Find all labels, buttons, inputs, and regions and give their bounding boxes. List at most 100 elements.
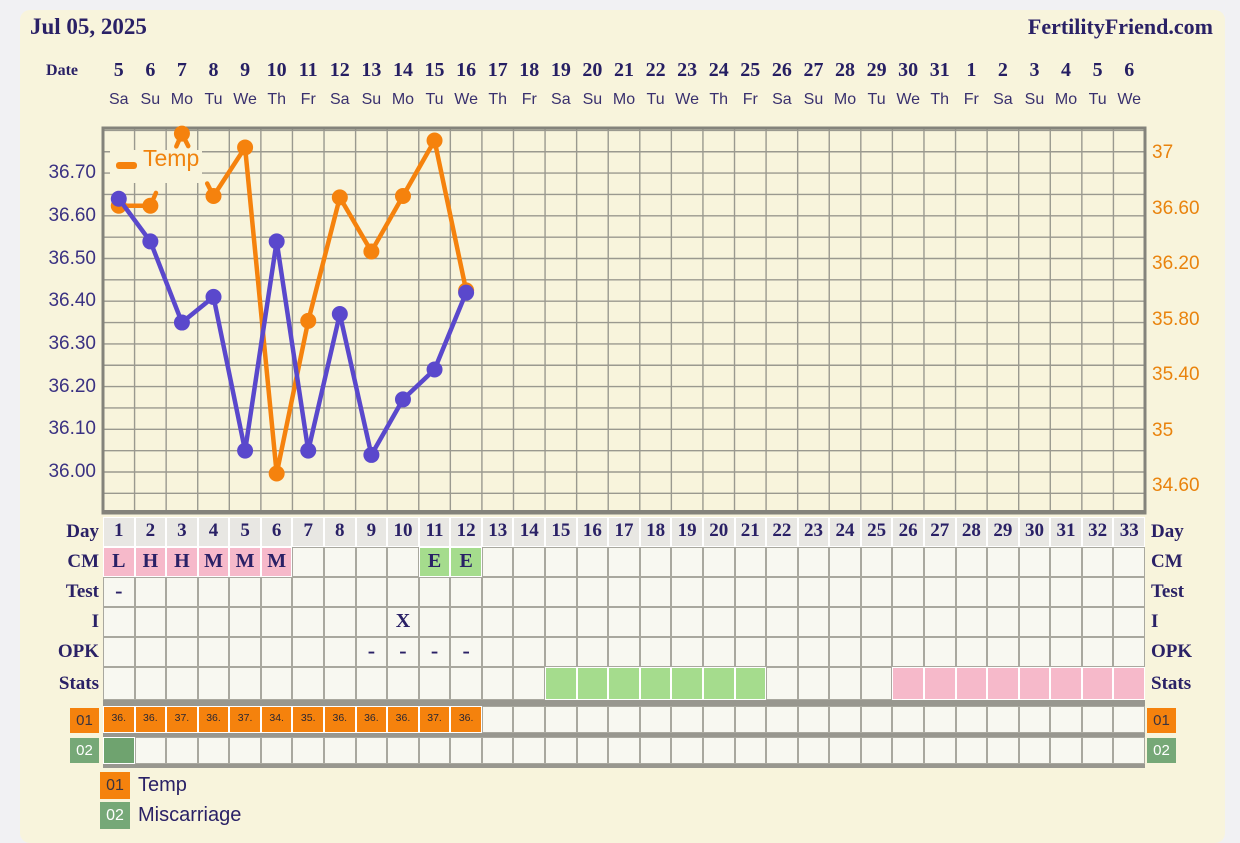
day-cell[interactable]: 13 bbox=[481, 517, 514, 547]
opk-cell[interactable] bbox=[292, 637, 325, 667]
r01-cell[interactable]: 37. bbox=[166, 706, 198, 733]
cm-cell[interactable] bbox=[513, 547, 546, 577]
cm-cell[interactable]: H bbox=[166, 547, 198, 577]
opk-cell[interactable]: - bbox=[387, 637, 419, 667]
day-cell[interactable]: 20 bbox=[702, 517, 735, 547]
stats-cell[interactable] bbox=[797, 667, 830, 700]
r02-cell[interactable] bbox=[797, 737, 830, 764]
i-cell[interactable] bbox=[134, 607, 167, 637]
opk-cell[interactable]: - bbox=[450, 637, 482, 667]
day-cell[interactable]: 4 bbox=[197, 517, 230, 547]
temp-data-point[interactable] bbox=[363, 243, 380, 260]
r02-cell[interactable] bbox=[955, 737, 988, 764]
test-cell[interactable] bbox=[387, 577, 419, 607]
temp-data-point[interactable] bbox=[426, 132, 443, 149]
cm-cell[interactable] bbox=[481, 547, 514, 577]
stats-cell[interactable] bbox=[292, 667, 325, 700]
brand-link[interactable]: FertilityFriend.com bbox=[1027, 14, 1213, 39]
r01-cell[interactable] bbox=[766, 706, 798, 733]
r01-cell[interactable] bbox=[923, 706, 956, 733]
cm-cell[interactable] bbox=[955, 547, 988, 577]
stats-cell[interactable] bbox=[923, 667, 956, 700]
i-cell[interactable] bbox=[197, 607, 230, 637]
test-cell[interactable] bbox=[292, 577, 325, 607]
opk-cell[interactable] bbox=[1050, 637, 1082, 667]
i-cell[interactable] bbox=[292, 607, 325, 637]
r01-cell[interactable] bbox=[734, 706, 767, 733]
r02-cell[interactable] bbox=[576, 737, 609, 764]
cm-cell[interactable]: E bbox=[418, 547, 451, 577]
r01-cell[interactable]: 34. bbox=[260, 706, 293, 733]
cm-cell[interactable] bbox=[608, 547, 640, 577]
overlay-data-point[interactable] bbox=[300, 442, 317, 459]
test-cell[interactable] bbox=[923, 577, 956, 607]
test-cell[interactable] bbox=[671, 577, 703, 607]
r01-cell[interactable] bbox=[639, 706, 672, 733]
r01-cell[interactable]: 36. bbox=[324, 706, 356, 733]
day-cell[interactable]: 33 bbox=[1113, 517, 1145, 547]
opk-cell[interactable] bbox=[134, 637, 167, 667]
i-cell[interactable] bbox=[1081, 607, 1114, 637]
r01-cell[interactable] bbox=[608, 706, 640, 733]
test-cell[interactable] bbox=[1050, 577, 1082, 607]
r02-cell[interactable] bbox=[513, 737, 546, 764]
day-cell[interactable]: 6 bbox=[260, 517, 293, 547]
day-cell[interactable]: 24 bbox=[829, 517, 861, 547]
r02-cell[interactable] bbox=[671, 737, 703, 764]
stats-cell[interactable] bbox=[481, 667, 514, 700]
cm-cell[interactable] bbox=[324, 547, 356, 577]
stats-cell[interactable] bbox=[1050, 667, 1082, 700]
cm-cell[interactable] bbox=[797, 547, 830, 577]
r02-cell[interactable] bbox=[639, 737, 672, 764]
r01-cell[interactable]: 37. bbox=[229, 706, 261, 733]
r01-cell[interactable] bbox=[576, 706, 609, 733]
opk-cell[interactable] bbox=[829, 637, 861, 667]
i-cell[interactable] bbox=[955, 607, 988, 637]
opk-cell[interactable] bbox=[892, 637, 924, 667]
r02-cell[interactable] bbox=[166, 737, 198, 764]
r01-cell[interactable] bbox=[987, 706, 1019, 733]
cm-cell[interactable] bbox=[1113, 547, 1145, 577]
r02-cell[interactable] bbox=[229, 737, 261, 764]
i-cell[interactable] bbox=[860, 607, 893, 637]
r01-cell[interactable]: 35. bbox=[292, 706, 325, 733]
opk-cell[interactable] bbox=[545, 637, 577, 667]
test-cell[interactable] bbox=[860, 577, 893, 607]
stats-cell[interactable] bbox=[829, 667, 861, 700]
cm-cell[interactable] bbox=[355, 547, 388, 577]
stats-cell[interactable] bbox=[702, 667, 735, 700]
opk-cell[interactable] bbox=[702, 637, 735, 667]
r02-cell[interactable] bbox=[387, 737, 419, 764]
i-cell[interactable] bbox=[797, 607, 830, 637]
stats-cell[interactable] bbox=[671, 667, 703, 700]
stats-cell[interactable] bbox=[387, 667, 419, 700]
r01-cell[interactable]: 36. bbox=[197, 706, 230, 733]
test-cell[interactable] bbox=[481, 577, 514, 607]
stats-cell[interactable] bbox=[987, 667, 1019, 700]
day-cell[interactable]: 17 bbox=[608, 517, 640, 547]
i-cell[interactable] bbox=[1113, 607, 1145, 637]
i-cell[interactable] bbox=[324, 607, 356, 637]
stats-cell[interactable] bbox=[513, 667, 546, 700]
r02-cell[interactable] bbox=[134, 737, 167, 764]
i-cell[interactable] bbox=[987, 607, 1019, 637]
opk-cell[interactable] bbox=[481, 637, 514, 667]
cm-cell[interactable]: M bbox=[197, 547, 230, 577]
day-cell[interactable]: 15 bbox=[545, 517, 577, 547]
stats-cell[interactable] bbox=[576, 667, 609, 700]
day-cell[interactable]: 32 bbox=[1081, 517, 1114, 547]
test-cell[interactable] bbox=[797, 577, 830, 607]
day-cell[interactable]: 8 bbox=[324, 517, 356, 547]
day-cell[interactable]: 28 bbox=[955, 517, 988, 547]
opk-cell[interactable] bbox=[324, 637, 356, 667]
overlay-data-point[interactable] bbox=[173, 314, 190, 331]
opk-cell[interactable] bbox=[576, 637, 609, 667]
day-cell[interactable]: 5 bbox=[229, 517, 261, 547]
r02-cell[interactable] bbox=[987, 737, 1019, 764]
opk-cell[interactable] bbox=[734, 637, 767, 667]
i-cell[interactable] bbox=[545, 607, 577, 637]
r01-cell[interactable]: 36. bbox=[103, 706, 135, 733]
stats-cell[interactable] bbox=[766, 667, 798, 700]
day-cell[interactable]: 26 bbox=[892, 517, 924, 547]
r02-cell[interactable] bbox=[860, 737, 893, 764]
